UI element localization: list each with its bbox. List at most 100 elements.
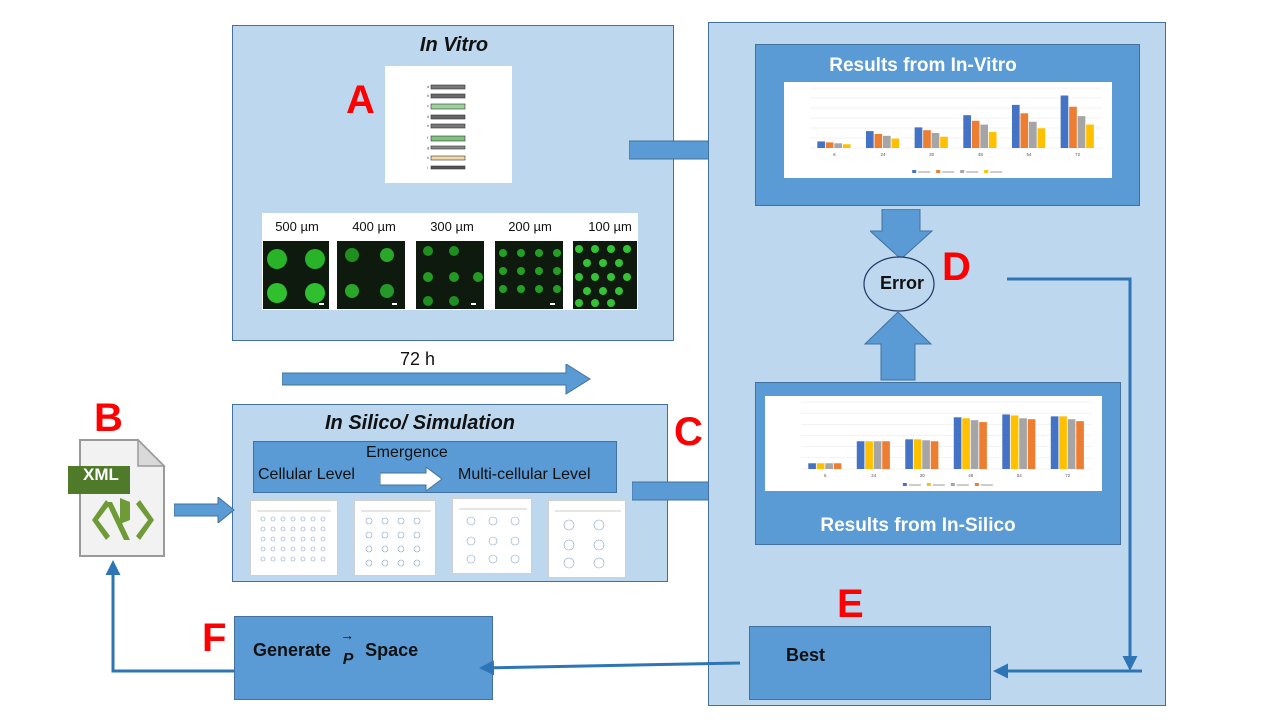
chart-bar [834,143,842,148]
x-tick-label: 54 [1026,152,1032,157]
chart-bar [1037,128,1046,148]
micro-label-300: 300 µm [430,219,474,234]
chart-bar [874,133,883,148]
chart-bar [808,463,816,469]
chart-bar [970,420,979,469]
chart-bar [930,441,939,469]
x-tick-label: 72 [1075,152,1081,157]
chart-bar [1029,121,1037,148]
chart-bar [1060,95,1069,148]
chart-bar [1076,421,1084,469]
label-d: D [942,245,971,289]
error-node [863,256,935,312]
sim-thumb-200 [354,500,436,576]
x-tick-label: 48 [968,473,974,478]
chart-bar [905,439,913,469]
chart-bar [1020,113,1029,148]
micro-label-100: 100 µm [588,219,632,234]
generate-text: Generate → P Space [253,627,418,668]
best-label: Best [786,645,826,665]
label-e: E [837,582,864,626]
x-tick-label: 72 [1065,473,1071,478]
x-tick-label: 6 [833,152,836,157]
chart-bar [1011,104,1020,148]
chart-bar [980,124,988,148]
svg-text:c: c [427,103,429,108]
vitro-to-error-arrow [870,209,934,260]
best-to-generate-line [479,660,741,676]
chart-bar [931,133,940,148]
in-silico-title: In Silico/ Simulation [324,412,516,434]
micro-image-400 [337,241,405,309]
chart-bar [1067,419,1076,469]
chart-bar [856,441,865,469]
legend-swatch [926,483,931,486]
x-tick-label: 24 [880,152,886,157]
chart-bar [1019,418,1027,469]
label-f: F [202,616,227,660]
time-label: 72 h [400,349,436,369]
x-tick-label: 30 [920,473,926,478]
sim-thumb-100 [250,500,338,576]
chart-bar [816,463,825,469]
generate-to-xml-line [105,560,234,673]
chart-bar [817,141,825,148]
in-vitro-title: In Vitro [419,34,489,56]
micro-image-500 [263,241,329,309]
chart-bar [971,120,980,148]
xml-file-icon [68,438,166,557]
chart-bar [1059,416,1067,469]
chart-bar [873,441,882,469]
micro-label-200: 200 µm [508,219,552,234]
vector-arrow-icon: → [340,627,355,643]
micro-image-300 [416,241,484,309]
chart-bar [913,439,922,469]
chart-bar [923,130,931,148]
micro-image-200 [495,241,563,309]
multicellular-level-label: Multi-cellular Level [458,466,591,483]
svg-text:h: h [427,155,429,160]
svg-text:g: g [427,145,429,150]
legend-swatch [902,483,907,486]
sim-thumb-400 [548,500,626,578]
svg-text:f: f [427,135,429,140]
chart-bar [865,441,873,469]
svg-text:d: d [427,114,429,119]
chart-bar [825,142,834,148]
legend-swatch [974,483,979,486]
results-vitro-chart: 6 24 30 48 54 72 [810,87,1102,173]
chart-bar [988,132,997,148]
chart-bar [1010,415,1019,469]
svg-text:a: a [427,84,430,89]
x-tick-label: 24 [871,473,877,478]
chart-bar [940,136,948,148]
chart-bar [1077,116,1086,148]
cellular-level-label: Cellular Level [258,466,355,483]
best-box [749,626,991,700]
chart-bar [833,463,842,469]
chart-bar [1002,414,1010,469]
micro-label-500: 500 µm [275,219,319,234]
emergence-label: Emergence [366,444,448,461]
p-vector: → P [339,627,357,668]
legend-swatch [950,483,955,486]
x-tick-label: 48 [978,152,984,157]
legend-swatch [912,170,917,173]
error-to-best-line [1007,277,1138,671]
micro-image-100 [573,241,637,309]
chart-bar [1027,419,1036,469]
chart-bar [842,144,851,148]
chart-bar [865,131,874,148]
xml-label: XML [83,465,119,484]
generate-prefix: Generate [253,640,332,660]
results-silico-chart-card: 6 24 30 48 54 72 [765,396,1102,491]
microscopy-strip: 500 µm 400 µm 300 µm 200 µm 100 µm [262,213,638,310]
silico-to-error-arrow [863,312,933,381]
chart-bar [883,135,891,148]
results-silico-title: Results from In-Silico [820,515,1016,536]
chart-bar [922,440,930,469]
chart-bar [963,115,971,148]
legend-swatch [960,170,965,173]
